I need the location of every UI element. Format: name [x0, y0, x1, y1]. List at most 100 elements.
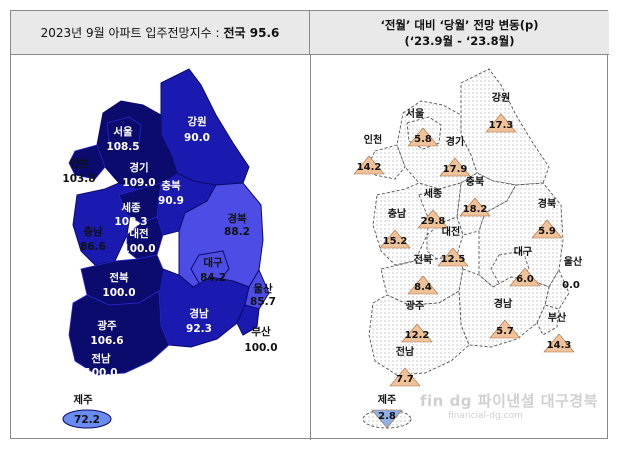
change-region-name: 대구	[514, 245, 532, 258]
up-triangle-icon	[389, 367, 421, 387]
index-label-seoul: 서울 108.5	[106, 125, 139, 153]
change-marker: 서울 5.8	[406, 107, 439, 147]
change-region-name: 경북	[538, 197, 556, 210]
up-triangle-icon	[401, 323, 433, 343]
up-triangle-icon	[437, 247, 469, 267]
left-panel-header: 2023년 9월 아파트 입주전망지수 : 전국 95.6	[11, 11, 310, 55]
change-marker: 전남 7.7	[389, 345, 421, 387]
change-region-name: 대전	[442, 225, 460, 238]
up-triangle-icon	[489, 319, 521, 339]
change-value: 14.3	[547, 340, 572, 351]
change-region-name: 부산	[548, 311, 567, 324]
region-jeju	[62, 409, 112, 429]
change-value: 14.2	[357, 162, 382, 173]
change-map-panel: 서울 5.8 인천 14.2 경기 17.9 강원 17.3 충북 18.2 세종 29.8 대전 12.…	[311, 55, 610, 440]
change-region-name: 전북	[414, 253, 432, 266]
svg-text:106.6: 106.6	[90, 335, 123, 347]
svg-text:84.2: 84.2	[200, 272, 226, 284]
region-busan	[236, 304, 260, 336]
up-triangle-icon	[407, 127, 439, 147]
change-value: 5.8	[414, 134, 432, 145]
up-triangle-icon	[509, 267, 541, 287]
change-marker: 제주 2.8	[371, 393, 403, 429]
up-triangle-icon	[459, 197, 491, 217]
change-marker: 전북 8.4	[407, 253, 439, 295]
change-value: 2.8	[378, 411, 396, 422]
svg-text:충남: 충남	[83, 225, 103, 238]
svg-text:전남: 전남	[91, 352, 111, 365]
change-marker: 인천 14.2	[353, 133, 385, 175]
region-jeonnam	[68, 290, 170, 376]
svg-text:대구: 대구	[203, 256, 223, 269]
change-value: 12.5	[441, 254, 466, 265]
index-label-sejong: 세종 108.3	[114, 201, 147, 228]
svg-text:109.0: 109.0	[122, 177, 155, 189]
right-header-line2: (‘23.9월 - ‘23.8월)	[404, 33, 515, 48]
up-triangle-icon	[531, 219, 563, 239]
index-label-gangwon: 강원 90.0	[184, 115, 210, 144]
index-label-daegu: 대구 84.2	[200, 256, 226, 284]
up-triangle-icon	[353, 155, 385, 175]
svg-text:100.0: 100.0	[122, 243, 155, 255]
right-panel-header: ‘전월’ 대비 ‘당월’ 전망 변동(p) (‘23.9월 - ‘23.8월)	[310, 11, 609, 55]
region-incheon	[68, 144, 106, 180]
svg-text:경기: 경기	[129, 161, 148, 174]
change-region-name: 세종	[424, 187, 442, 200]
change-region-busan	[536, 304, 560, 336]
change-value: 8.4	[414, 282, 432, 293]
up-triangle-icon	[439, 157, 471, 177]
panel-divider	[310, 55, 311, 440]
svg-text:대전: 대전	[129, 227, 148, 240]
change-region-name: 제주	[378, 393, 396, 406]
index-label-jeju: 제주 72.2	[73, 393, 100, 426]
svg-text:광주: 광주	[97, 320, 117, 332]
watermark-sub: financial-dg.com	[448, 411, 523, 421]
change-marker: 광주 12.2	[401, 300, 433, 343]
change-value: 7.7	[396, 374, 414, 385]
change-value: 15.2	[383, 236, 408, 247]
change-marker: 충북 18.2	[459, 175, 491, 217]
svg-text:85.7: 85.7	[250, 296, 276, 308]
region-daejeon	[126, 216, 164, 260]
svg-text:경남: 경남	[189, 307, 209, 320]
up-triangle-icon	[379, 229, 411, 249]
change-region-name: 경기	[446, 135, 464, 148]
change-value: 0.0	[562, 280, 580, 291]
svg-text:90.9: 90.9	[158, 195, 184, 207]
change-markers: 서울 5.8 인천 14.2 경기 17.9 강원 17.3 충북 18.2 세종 29.8대전 12.…	[353, 91, 583, 429]
svg-text:103.8: 103.8	[62, 173, 95, 185]
change-marker: 강원 17.3	[485, 91, 517, 133]
svg-text:100.0: 100.0	[244, 342, 277, 354]
up-triangle-icon	[485, 113, 517, 133]
svg-text:전북: 전북	[109, 271, 129, 284]
change-marker: 부산 14.3	[543, 311, 575, 353]
index-label-gyeonggi: 경기 109.0	[122, 161, 155, 189]
change-marker: 경북 5.9	[531, 197, 563, 239]
watermark: fin dg 파이낸셜 대구경북 financial-dg.com	[420, 390, 598, 421]
change-value: 12.2	[405, 330, 430, 341]
index-map: 서울 108.5 인천 103.8 경기 109.0 강원 90.0 충북 90.9 세종…	[62, 68, 278, 429]
svg-text:100.0: 100.0	[84, 367, 117, 379]
up-triangle-icon	[543, 333, 575, 353]
svg-text:서울: 서울	[113, 125, 133, 138]
svg-text:울산: 울산	[253, 282, 273, 295]
change-region-name: 인천	[364, 133, 382, 146]
right-header-line1: ‘전월’ 대비 ‘당월’ 전망 변동(p)	[380, 17, 539, 32]
svg-text:88.2: 88.2	[224, 226, 250, 238]
change-marker: 충남 15.2	[379, 207, 411, 249]
change-region-name: 전남	[396, 345, 415, 358]
national-index: 전국 95.6	[223, 26, 280, 40]
change-marker: 세종 29.8	[417, 187, 449, 229]
region-seoul	[106, 116, 142, 150]
change-region-name: 충남	[388, 207, 407, 220]
change-value: 29.8	[421, 216, 446, 227]
svg-text:충북: 충북	[161, 179, 181, 192]
svg-text:제주: 제주	[73, 393, 93, 406]
up-triangle-icon	[407, 275, 439, 295]
svg-text:90.0: 90.0	[184, 132, 210, 144]
change-region-name: 울산	[564, 255, 583, 268]
svg-text:부산: 부산	[251, 325, 271, 338]
down-triangle-icon	[371, 409, 403, 429]
